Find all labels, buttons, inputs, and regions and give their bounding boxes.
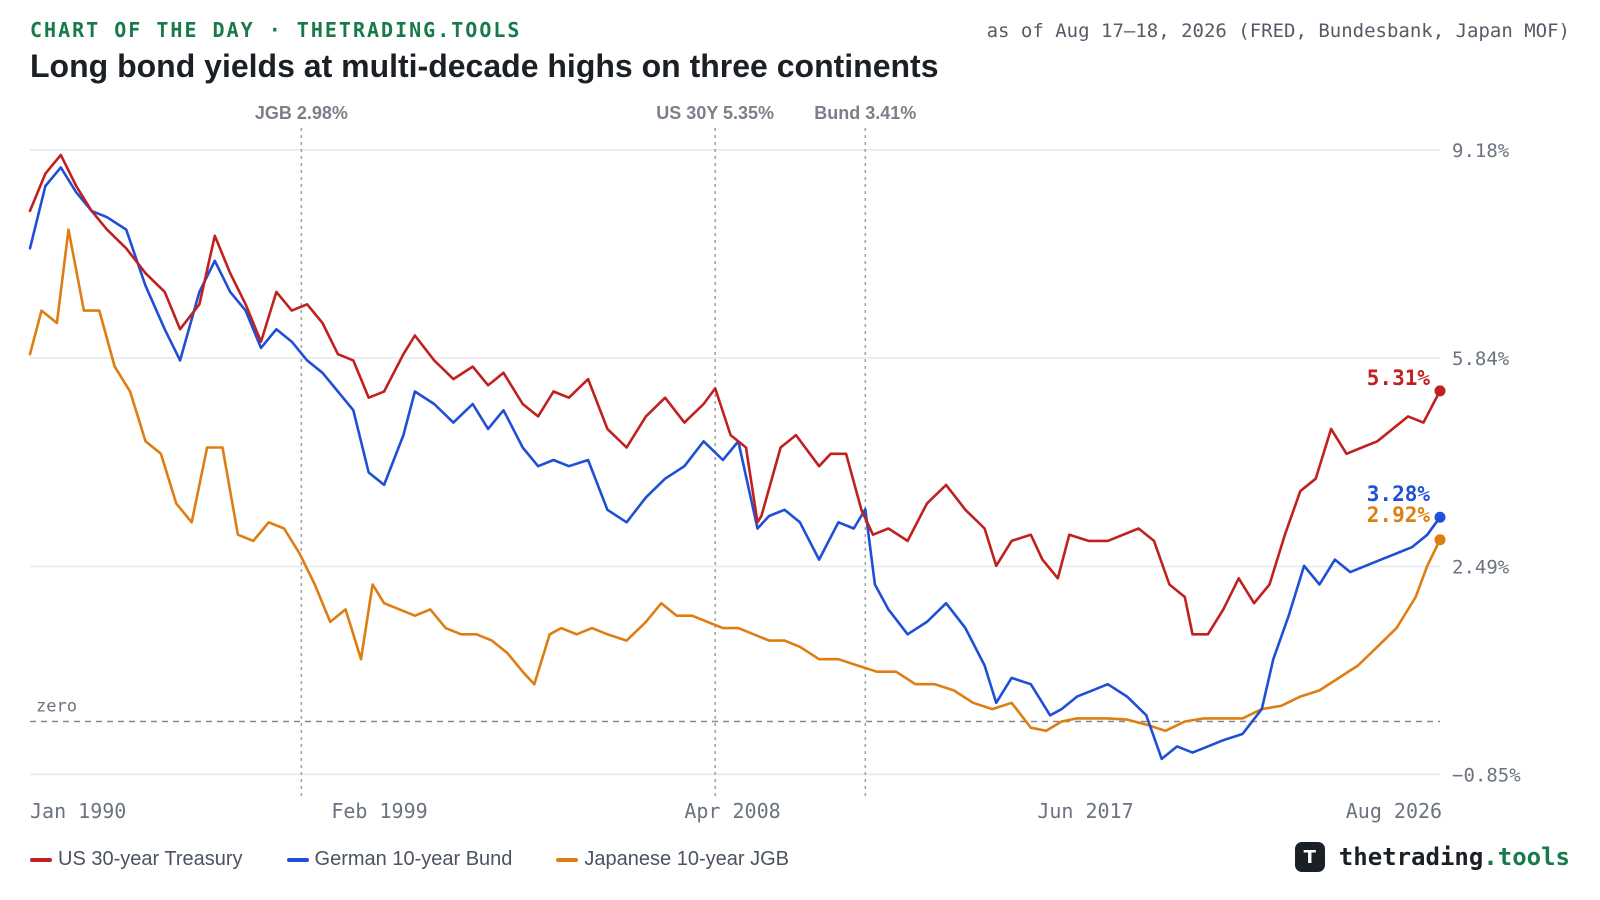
y-tick-label: 9.18%	[1452, 140, 1510, 162]
legend-swatch-us	[30, 857, 52, 862]
x-tick-label: Jun 2017	[1037, 799, 1133, 823]
series-line-jgb	[28, 228, 1442, 733]
y-tick-label: −0.85%	[1452, 764, 1521, 786]
legend-label-jgb: Japanese 10-year JGB	[584, 848, 789, 870]
annotation-label: US 30Y 5.35%	[656, 103, 774, 123]
y-tick-label: 2.49%	[1452, 556, 1510, 578]
legend-label-us: US 30-year Treasury	[58, 848, 243, 870]
legend-swatch-bund	[286, 857, 309, 862]
x-tick-label: Apr 2008	[684, 799, 780, 823]
series-end-marker-bund	[1434, 511, 1446, 523]
series-end-label-us: 5.31%	[1367, 366, 1431, 390]
chart-title: Long bond yields at multi-decade highs o…	[30, 48, 939, 84]
legend-item-bund[interactable]: German 10-year Bund	[286, 848, 513, 871]
data-source-note: as of Aug 17–18, 2026 (FRED, Bundesbank,…	[986, 20, 1570, 42]
brand-mark[interactable]: T thetrading.tools	[1294, 842, 1570, 872]
legend-item-us[interactable]: US 30-year Treasury	[30, 848, 243, 871]
brand-name: thetrading.tools	[1339, 843, 1570, 871]
chart-kicker: CHART OF THE DAY · THETRADING.TOOLS	[30, 18, 522, 42]
brand-name-main: thetrading	[1338, 843, 1484, 871]
series-line-bund	[28, 166, 1442, 761]
y-tick-label: 5.84%	[1452, 348, 1510, 370]
zero-line-label: zero	[36, 697, 77, 717]
line-chart: 9.18% 5.84% 2.49% −0.85% zero JGB 2.98% US 30Y…	[28, 103, 1521, 823]
series-line-us	[28, 153, 1442, 636]
series-end-marker-jgb	[1434, 534, 1446, 546]
brand-logo-icon: T	[1294, 842, 1325, 872]
series-end-label-jgb: 2.92%	[1367, 503, 1431, 527]
legend-item-jgb[interactable]: Japanese 10-year JGB	[556, 848, 789, 871]
chart-legend: US 30-year Treasury German 10-year Bund …	[30, 848, 789, 871]
legend-swatch-jgb	[556, 857, 579, 862]
x-tick-label: Feb 1999	[331, 799, 427, 823]
series-end-label-bund: 3.28%	[1367, 482, 1431, 506]
x-tick-label: Aug 2026	[1346, 799, 1442, 823]
legend-label-bund: German 10-year Bund	[314, 848, 513, 870]
brand-name-accent: .tools	[1483, 843, 1570, 871]
annotation-label: Bund 3.41%	[814, 103, 916, 123]
series-end-marker-us	[1434, 385, 1446, 397]
x-tick-label: Jan 1990	[30, 799, 126, 823]
annotation-label: JGB 2.98%	[255, 103, 348, 123]
